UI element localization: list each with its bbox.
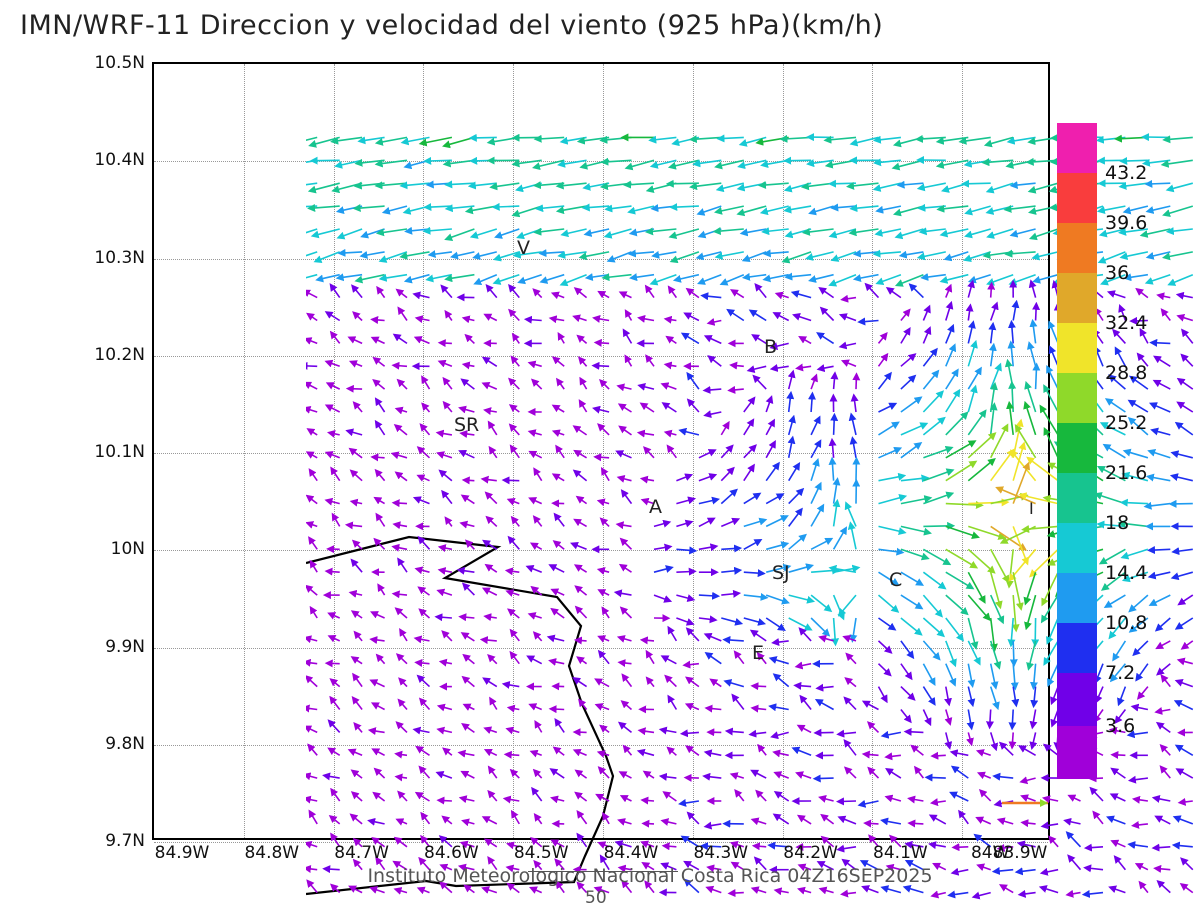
xtick-label-3: 84.6W [421,843,481,863]
colorbar-segment-top [1057,123,1097,173]
colorbar-segment-7_2 [1057,673,1097,726]
colorbar-segment-21_6 [1057,473,1097,523]
ytick-label-7: 9.8N [0,734,145,754]
colorbar-label-18: 18 [1105,512,1129,534]
root-container: IMN/WRF-11 Direccion y velocidad del vie… [0,0,1200,900]
ytick-label-5: 10N [0,539,145,559]
xtick-label-5: 84.4W [601,843,661,863]
colorbar-segment-36 [1057,273,1097,323]
colorbar-label-32_4: 32.4 [1105,312,1147,334]
xtick-label-4: 84.5W [511,843,571,863]
footer-caption: Instituto Meteorologico Nacional Costa R… [300,865,1000,887]
ytick-label-2: 10.3N [0,248,145,268]
xtick-label-10: 83.9W [990,843,1050,863]
gridline-v-4 [513,64,514,838]
xtick-label-7: 84.2W [781,843,841,863]
gridline-h-2 [154,259,1048,260]
colorbar-label-3_6: 3.6 [1105,715,1135,737]
gridline-v-7 [783,64,784,838]
place-label-E: E [752,642,764,664]
colorbar-label-10_8: 10.8 [1105,612,1147,634]
colorbar-label-43_2: 43.2 [1105,162,1147,184]
place-label-C: C [889,569,902,591]
page-title: IMN/WRF-11 Direccion y velocidad del vie… [20,10,883,41]
xtick-label-1: 84.8W [242,843,302,863]
colorbar-segment-14_4 [1057,573,1097,623]
gridline-h-5 [154,550,1048,551]
place-label-SJ: SJ [772,562,790,584]
xtick-label-8: 84.1W [870,843,930,863]
colorbar-segment-32_4 [1057,323,1097,373]
colorbar-label-14_4: 14.4 [1105,562,1147,584]
colorbar-label-36: 36 [1105,262,1129,284]
ytick-label-8: 9.7N [0,831,145,851]
gridline-v-6 [693,64,694,838]
scale-reference-arrow [1000,793,1056,813]
colorbar-segment-18 [1057,523,1097,573]
colorbar-label-39_6: 39.6 [1105,212,1147,234]
gridline-v-9 [962,64,963,838]
place-label-V: V [517,237,530,259]
gridline-h-3 [154,356,1048,357]
xtick-label-2: 84.7W [332,843,392,863]
gridline-v-5 [603,64,604,838]
colorbar-label-7_2: 7.2 [1105,662,1135,684]
gridline-v-1 [244,64,245,838]
gridline-v-2 [334,64,335,838]
colorbar-label-21_6: 21.6 [1105,462,1147,484]
footer-scale-number: 50 [585,888,607,908]
colorbar-segment-28_8 [1057,373,1097,423]
footer-scale-arrow-line [528,871,678,872]
place-label-I: I [1029,499,1034,518]
gridline-h-7 [154,745,1048,746]
gridline-h-4 [154,453,1048,454]
colorbar-segment-43_2 [1057,173,1097,223]
xtick-label-0: 84.9W [152,843,212,863]
ytick-label-6: 9.9N [0,637,145,657]
colorbar-segment-39_6 [1057,223,1097,273]
wind-map-plot[interactable]: V SR B A SJ C E I [152,62,1050,840]
colorbar-segment-10_8 [1057,623,1097,673]
xtick-label-6: 84.3W [691,843,751,863]
gridline-h-6 [154,648,1048,649]
gridline-v-8 [872,64,873,838]
colorbar-label-25_2: 25.2 [1105,412,1147,434]
gridline-h-1 [154,161,1048,162]
place-label-A: A [649,496,662,518]
ytick-label-4: 10.1N [0,442,145,462]
colorbar-segment-3_6 [1057,726,1097,779]
ytick-label-0: 10.5N [0,53,145,73]
gridline-v-3 [423,64,424,838]
place-label-SR: SR [454,414,479,436]
place-label-B: B [764,336,777,358]
ytick-label-3: 10.2N [0,345,145,365]
colorbar-legend[interactable]: 43.2 39.6 36 32.4 28.8 25.2 21.6 18 14.4… [1057,123,1097,779]
colorbar-segment-25_2 [1057,423,1097,473]
ytick-label-1: 10.4N [0,150,145,170]
colorbar-label-28_8: 28.8 [1105,362,1147,384]
